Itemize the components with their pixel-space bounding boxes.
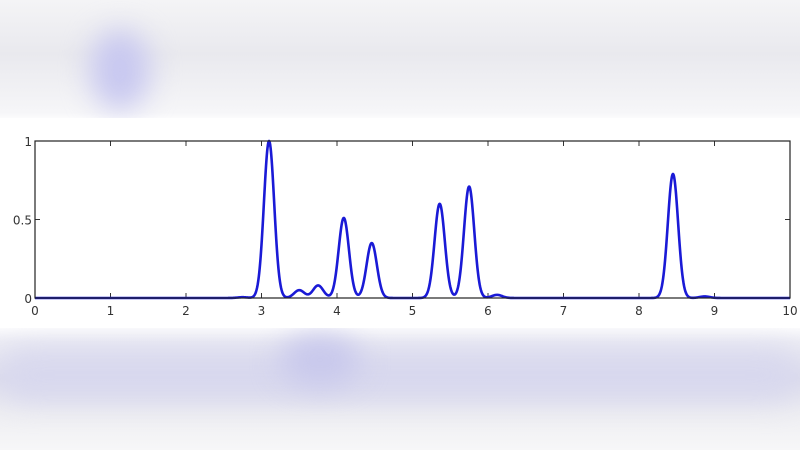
x-tick-label: 1 [107, 304, 115, 318]
background-blur [280, 335, 360, 385]
x-tick-label: 9 [711, 304, 719, 318]
x-tick-label: 8 [635, 304, 643, 318]
line-chart: 0 1 2 3 4 5 6 7 8 9 10 0 0.5 1 [13, 135, 798, 318]
y-tick-label: 0 [24, 292, 32, 306]
x-tick-label: 3 [258, 304, 266, 318]
x-tick-label: 5 [409, 304, 417, 318]
x-tick-label: 0 [31, 304, 39, 318]
series-line [34, 139, 791, 300]
chart-panel: 0 1 2 3 4 5 6 7 8 9 10 0 0.5 1 [0, 118, 800, 328]
axes-box [34, 140, 791, 299]
x-tick-label: 10 [782, 304, 797, 318]
x-tick-label: 2 [182, 304, 190, 318]
background-blur [0, 350, 800, 400]
x-tick-label: 7 [560, 304, 568, 318]
x-tick-label: 6 [484, 304, 492, 318]
x-tick-label: 4 [333, 304, 341, 318]
background-blur [90, 30, 150, 110]
y-tick-label: 0.5 [13, 214, 32, 228]
y-tick-label: 1 [24, 135, 32, 149]
